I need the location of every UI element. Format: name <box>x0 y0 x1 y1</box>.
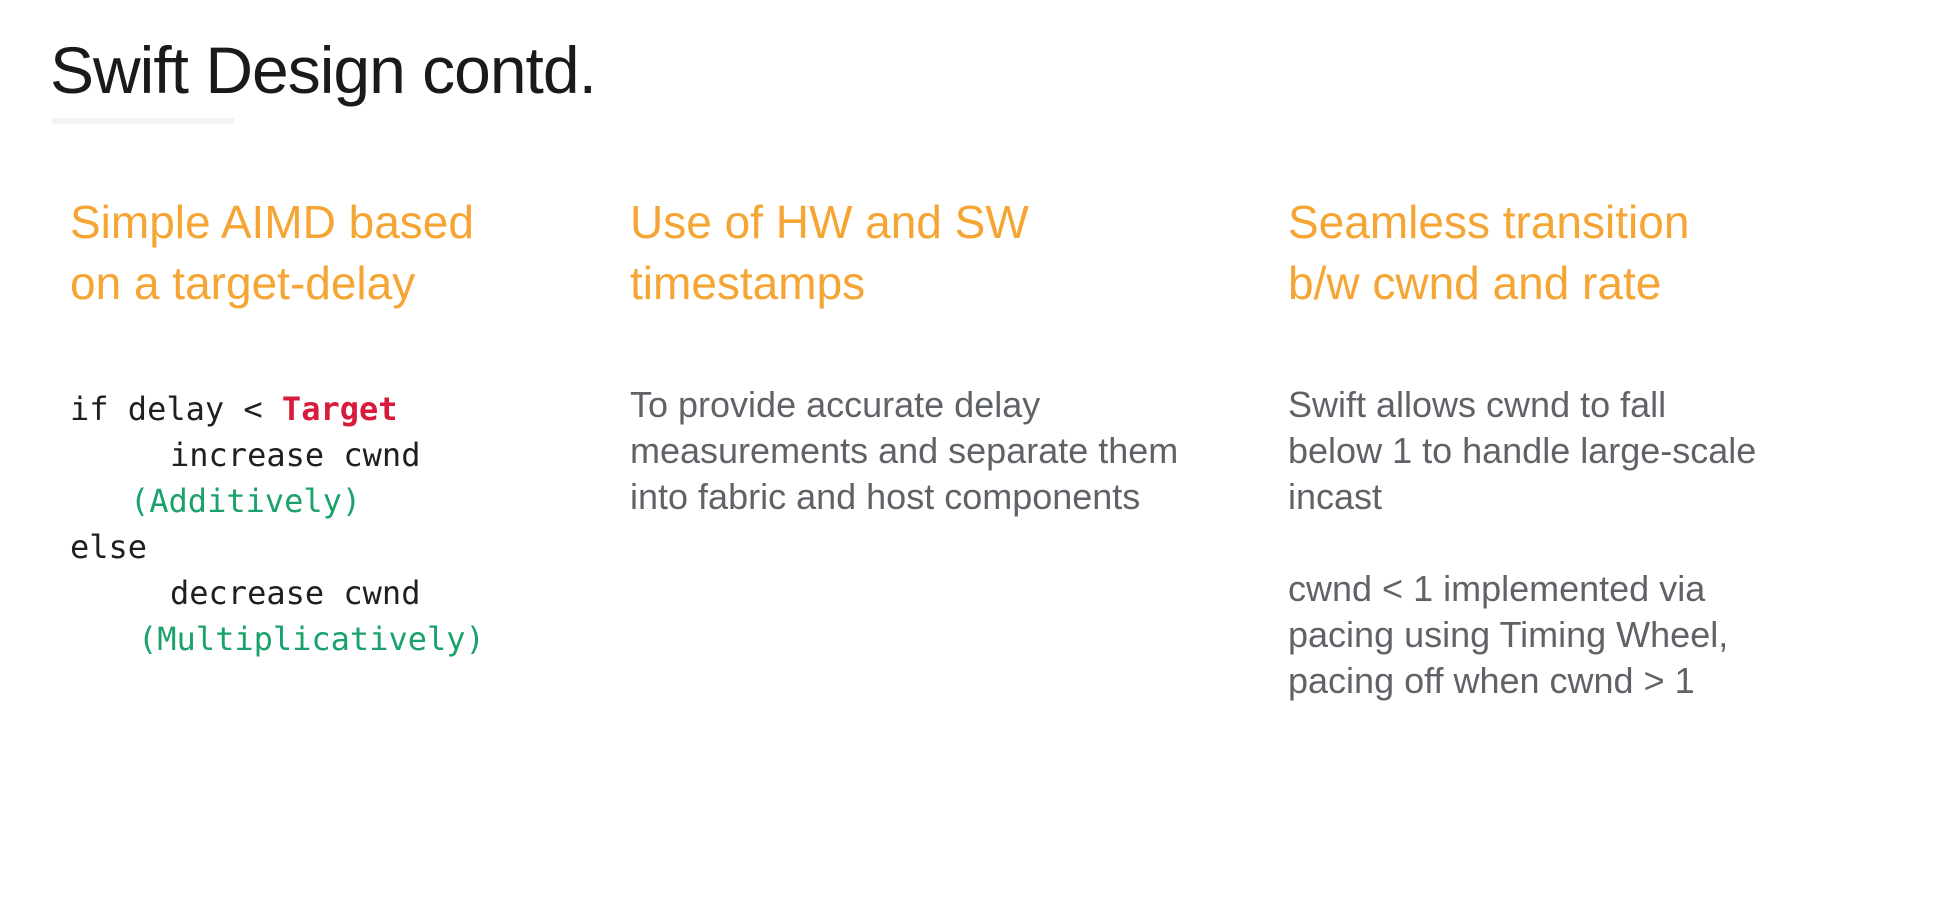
column-heading: Simple AIMD based on a target-delay <box>70 196 474 309</box>
code-line: decrease cwnd <box>70 570 630 616</box>
column-heading: Use of HW and SW timestamps <box>630 196 1029 309</box>
column-body-secondary: cwnd < 1 implemented via pacing using Ti… <box>1288 568 1729 701</box>
column-timestamps: Use of HW and SW timestamps To provide a… <box>630 192 1270 520</box>
code-line: (Multiplicatively) <box>70 616 630 662</box>
code-text: if delay < <box>70 390 282 428</box>
code-comment: (Multiplicatively) <box>138 620 485 658</box>
code-target-keyword: Target <box>281 390 398 428</box>
code-line: increase cwnd <box>70 432 630 478</box>
code-line: if delay < Target <box>70 386 630 432</box>
title-underline <box>52 118 234 124</box>
column-heading: Seamless transition b/w cwnd and rate <box>1288 196 1690 309</box>
column-body: Swift allows cwnd to fall below 1 to han… <box>1288 384 1757 517</box>
code-text: else <box>70 528 148 566</box>
code-line: (Additively) <box>70 478 630 524</box>
code-text: decrease cwnd <box>170 574 421 612</box>
column-aimd: Simple AIMD based on a target-delay if d… <box>70 192 630 662</box>
code-block: if delay < Target increase cwnd (Additiv… <box>70 386 630 662</box>
code-line: else <box>70 524 630 570</box>
code-comment: (Additively) <box>130 482 362 520</box>
slide-title: Swift Design contd. <box>50 33 597 107</box>
column-body: To provide accurate delay measurements a… <box>630 384 1179 517</box>
column-transition: Seamless transition b/w cwnd and rate Sw… <box>1288 192 1908 704</box>
code-text: increase cwnd <box>170 436 421 474</box>
